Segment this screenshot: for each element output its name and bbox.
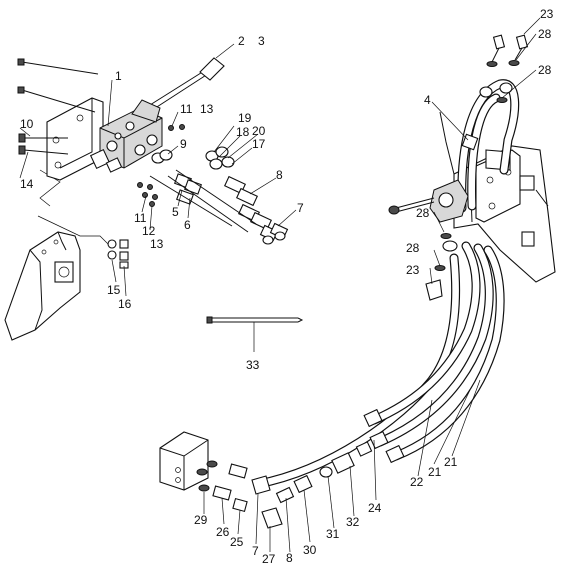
valve-fittings [149, 146, 289, 245]
callout-24: 24 [368, 501, 382, 515]
callout-13b: 13 [150, 237, 164, 251]
leader-lines [19, 17, 541, 553]
callout-25: 25 [230, 535, 244, 549]
callout-21a: 21 [444, 455, 458, 469]
callout-23b: 23 [406, 263, 420, 277]
callout-28d: 28 [406, 241, 420, 255]
callout-28b: 28 [538, 63, 552, 77]
callout-11b: 11 [134, 211, 147, 225]
callout-32: 32 [346, 515, 360, 529]
valve-fasteners [137, 124, 185, 207]
long-hydraulic-hoses [253, 241, 505, 489]
callout-15: 15 [107, 283, 121, 297]
mounting-plate [46, 97, 104, 181]
callout-12: 12 [142, 224, 156, 238]
callout-30: 30 [303, 543, 317, 557]
hose-end-fittings [251, 408, 405, 529]
callout-7b: 7 [252, 544, 259, 558]
mounting-bolts [17, 58, 99, 155]
control-valve-body [89, 107, 163, 173]
callout-27: 27 [262, 552, 276, 566]
callout-19: 19 [238, 111, 252, 125]
manifold-block [159, 431, 248, 513]
callout-33: 33 [246, 358, 260, 372]
callout-11a: 11 [180, 102, 193, 116]
callout-3: 3 [258, 34, 265, 48]
callout-21b: 21 [428, 465, 442, 479]
pin-part-33 [206, 316, 304, 324]
callout-17: 17 [252, 137, 266, 151]
callout-16: 16 [118, 297, 132, 311]
callout-20: 20 [252, 124, 266, 138]
callout-31: 31 [326, 527, 340, 541]
right-tractor-frame [439, 111, 556, 283]
left-loader-frame [4, 231, 81, 341]
callout-8a: 8 [276, 168, 283, 182]
callout-1: 1 [115, 69, 122, 83]
callout-28a: 28 [538, 27, 552, 41]
callout-7a: 7 [297, 201, 304, 215]
callout-29: 29 [194, 513, 208, 527]
callout-8b: 8 [286, 551, 293, 565]
lower-fasteners [107, 239, 129, 269]
callout-2: 2 [238, 34, 245, 48]
callout-18: 18 [236, 125, 250, 139]
callout-26: 26 [216, 525, 230, 539]
callout-4: 4 [424, 93, 431, 107]
callout-10: 10 [20, 117, 34, 131]
upper-right-hoses [457, 79, 520, 213]
callout-9: 9 [180, 137, 187, 151]
joystick-lever [131, 57, 225, 123]
callout-23a: 23 [540, 7, 554, 21]
callout-14: 14 [20, 177, 34, 191]
callout-28c: 28 [416, 206, 430, 220]
callout-6: 6 [184, 218, 191, 232]
right-fittings [425, 34, 529, 301]
callout-5: 5 [172, 205, 179, 219]
callout-22: 22 [410, 475, 424, 489]
callout-13a: 13 [200, 102, 214, 116]
right-control-valve [388, 179, 469, 223]
callout-labels: 1 2 3 4 5 6 7 7 8 8 9 10 11 11 12 13 13 … [20, 7, 554, 566]
